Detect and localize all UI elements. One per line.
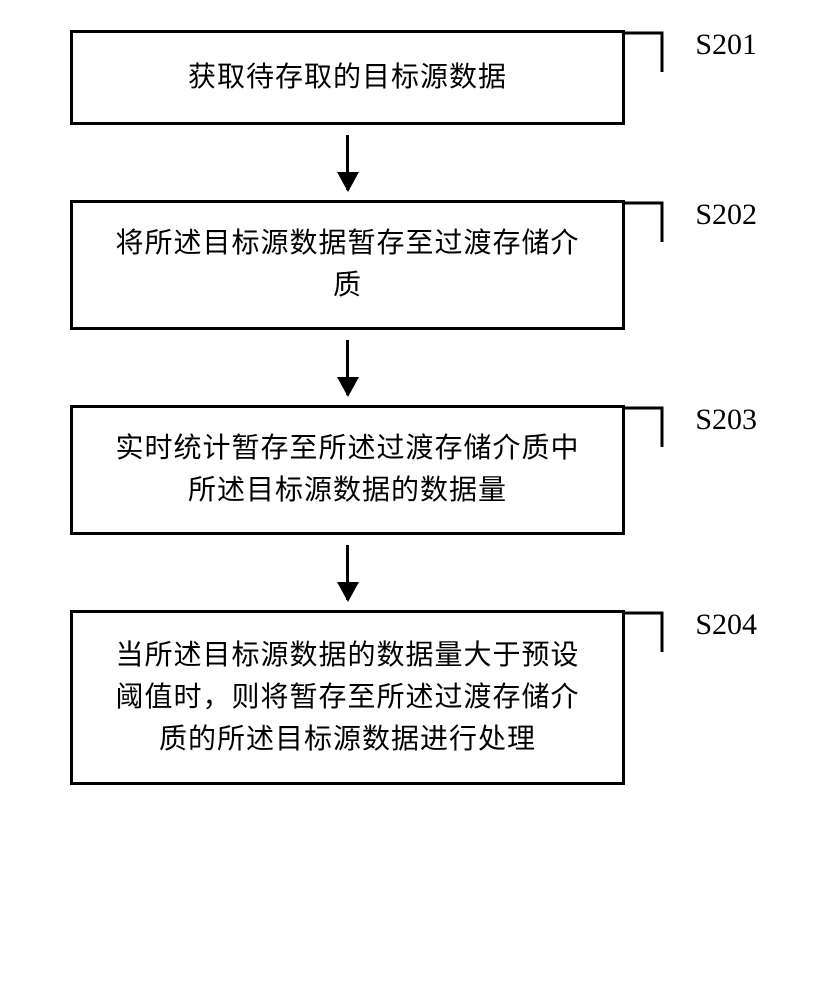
step-text: 获取待存取的目标源数据 [188, 57, 507, 99]
step-label: S202 [695, 198, 757, 232]
step-box-s202: S202 将所述目标源数据暂存至过渡存储介质 [70, 200, 625, 330]
arrow-down-icon [346, 340, 349, 395]
arrow-container [70, 125, 625, 200]
step-label: S201 [695, 28, 757, 62]
arrow-down-icon [346, 135, 349, 190]
arrow-container [70, 330, 625, 405]
step-text: 当所述目标源数据的数据量大于预设阈值时，则将暂存至所述过渡存储介质的所述目标源数… [103, 635, 592, 761]
bracket-icon [622, 405, 672, 450]
arrow-down-icon [346, 545, 349, 600]
step-box-s203: S203 实时统计暂存至所述过渡存储介质中所述目标源数据的数据量 [70, 405, 625, 535]
arrow-container [70, 535, 625, 610]
step-box-s204: S204 当所述目标源数据的数据量大于预设阈值时，则将暂存至所述过渡存储介质的所… [70, 610, 625, 785]
step-label: S203 [695, 403, 757, 437]
step-box-s201: S201 获取待存取的目标源数据 [70, 30, 625, 125]
step-text: 实时统计暂存至所述过渡存储介质中所述目标源数据的数据量 [103, 428, 592, 512]
flowchart-container: S201 获取待存取的目标源数据 S202 将所述目标源数据暂存至过渡存储介质 … [70, 30, 750, 785]
step-text: 将所述目标源数据暂存至过渡存储介质 [103, 223, 592, 307]
bracket-icon [622, 30, 672, 75]
step-label: S204 [695, 608, 757, 642]
bracket-icon [622, 610, 672, 655]
bracket-icon [622, 200, 672, 245]
